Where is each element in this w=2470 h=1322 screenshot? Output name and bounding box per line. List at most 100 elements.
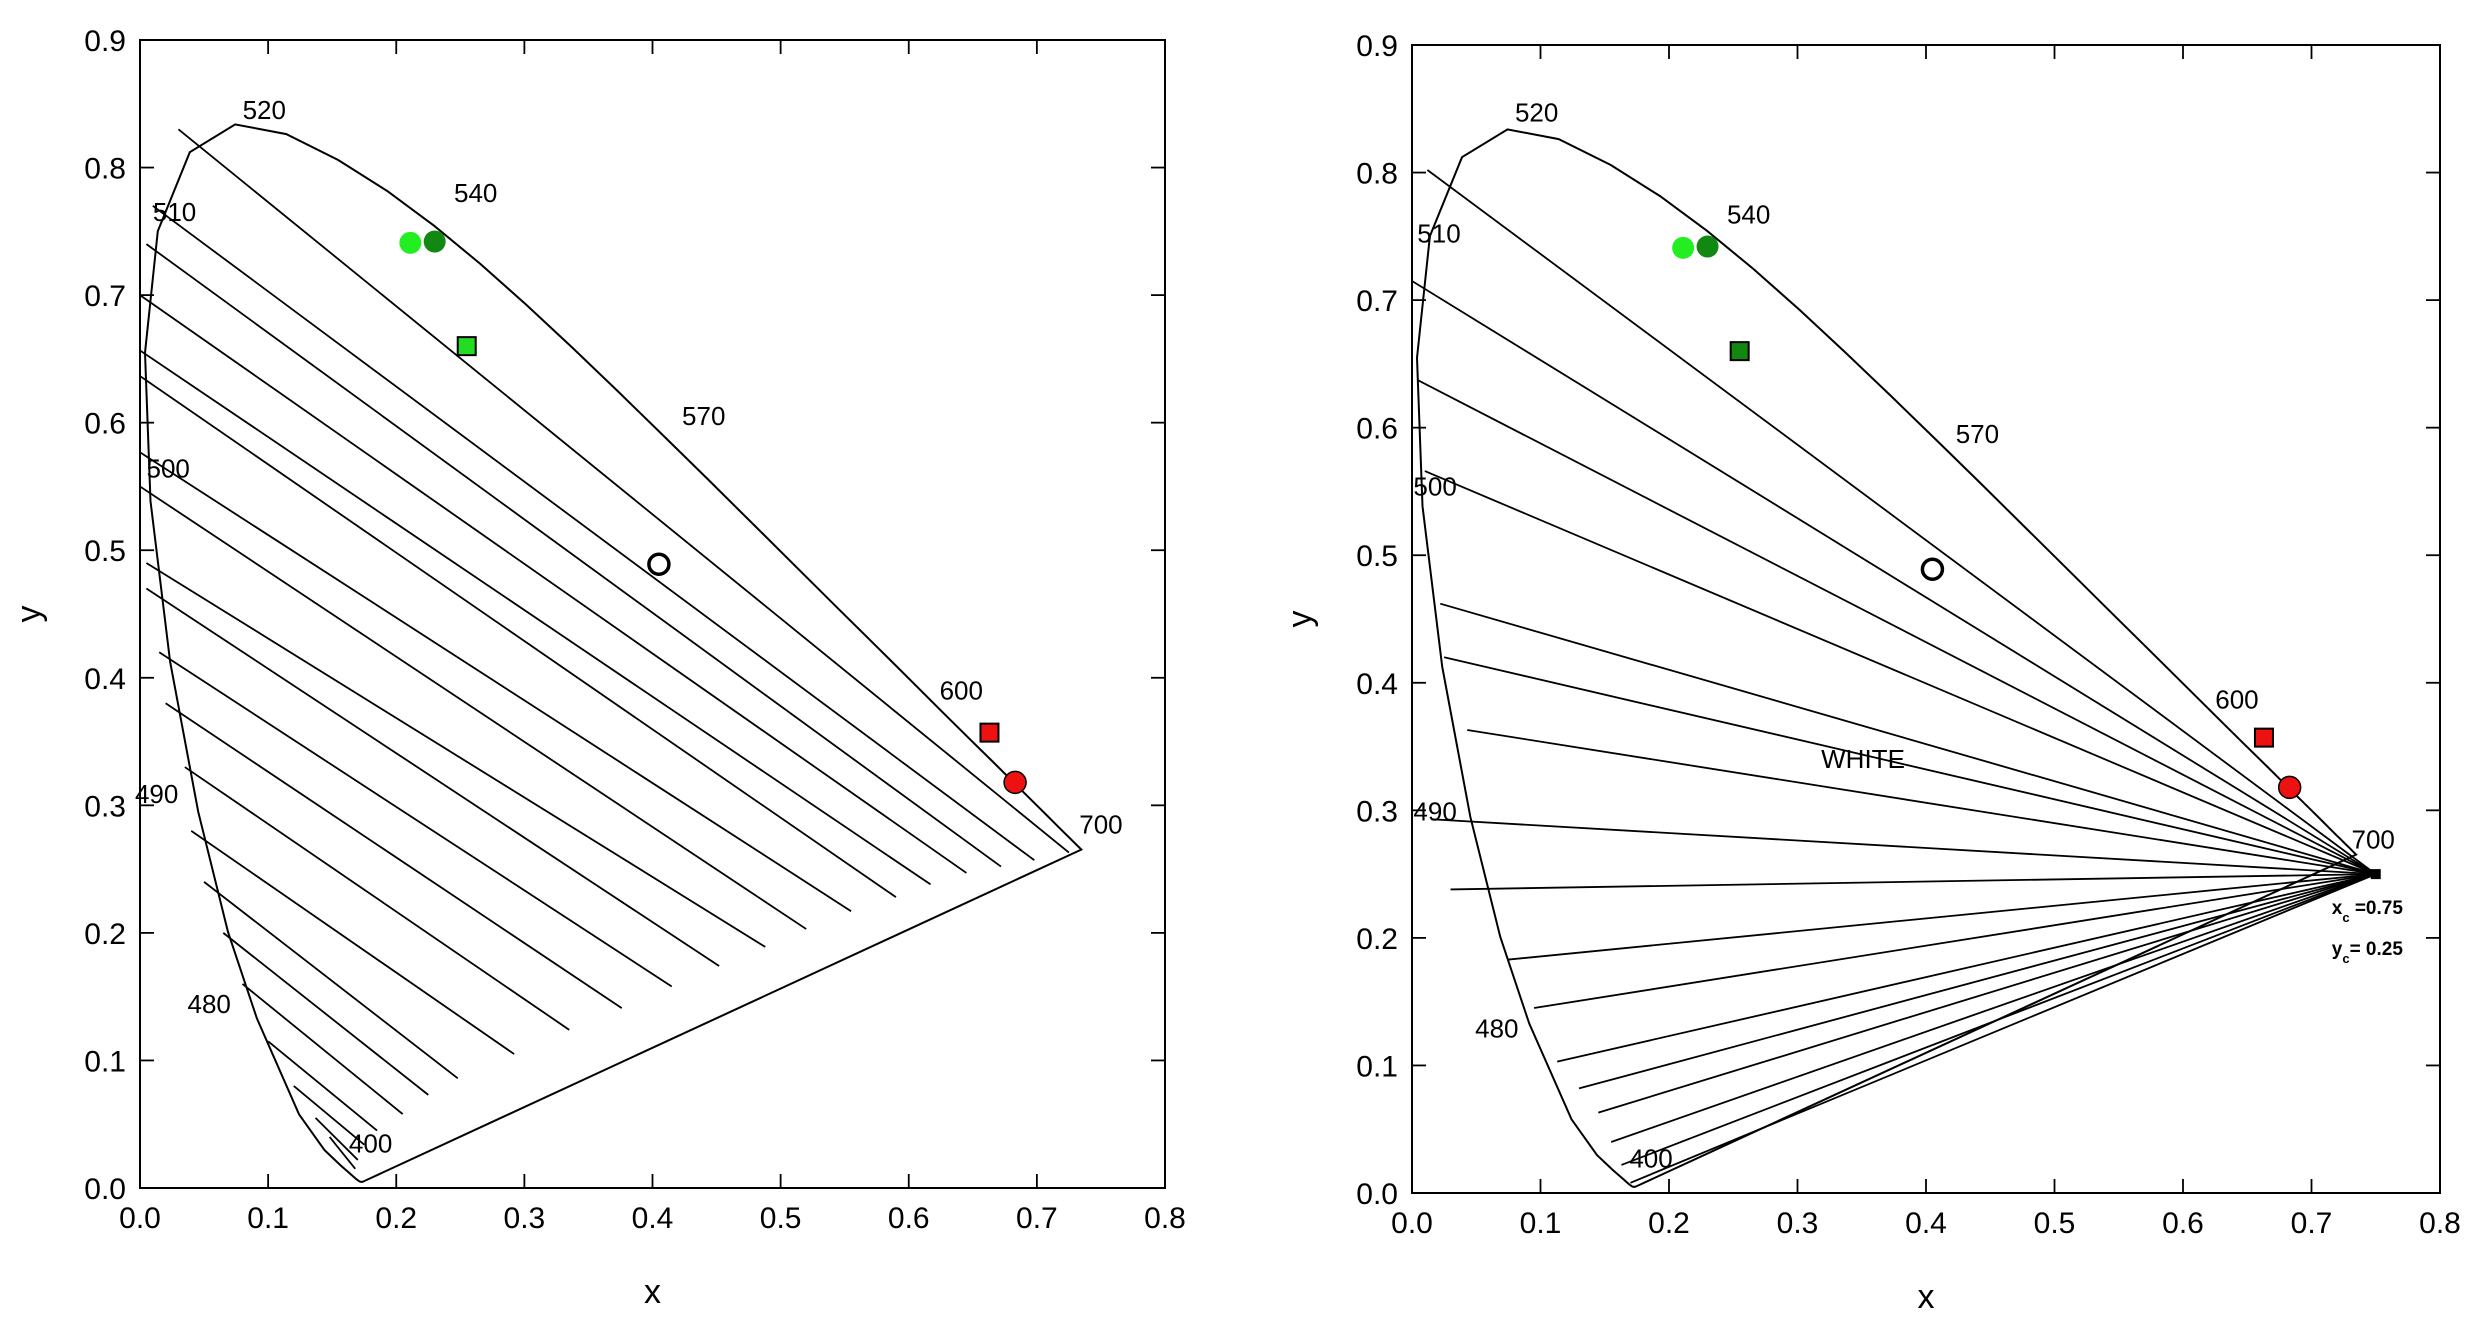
y-tick-label: 0.8 <box>1356 158 1398 191</box>
spectral-locus <box>143 123 1084 1183</box>
confusion-line <box>177 128 1070 854</box>
wavelength-label: 540 <box>1727 200 1770 230</box>
confusion-line <box>1578 873 2376 1090</box>
wavelength-label: 490 <box>135 779 178 809</box>
x-tick-label: 0.1 <box>1520 1207 1562 1240</box>
y-tick-label: 0.2 <box>84 918 126 951</box>
x-tick-label: 0.7 <box>1016 1202 1058 1235</box>
y-tick-label: 0.7 <box>84 280 126 313</box>
x-tick-label: 0.6 <box>2162 1207 2204 1240</box>
confusion-line <box>140 349 932 886</box>
open-circle-point <box>647 552 671 577</box>
wavelength-label: 480 <box>1475 1013 1518 1043</box>
confusion-line <box>190 830 515 1055</box>
confusion-line <box>314 1117 359 1161</box>
square-point <box>2253 727 2274 748</box>
confusion-line <box>1424 470 2377 875</box>
y-tick-label: 0.6 <box>84 408 126 441</box>
confusion-line <box>152 205 1035 861</box>
plot-frame <box>1411 44 2441 1194</box>
confusion-line <box>145 243 1002 868</box>
confusion-line <box>140 294 967 874</box>
wavelength-label: 510 <box>1417 219 1460 249</box>
x-tick-label: 0.4 <box>632 1202 674 1235</box>
convergence-x-label: xc =0.75 <box>2332 898 2404 925</box>
y-tick-label: 0.6 <box>1356 413 1398 446</box>
confusion-line <box>145 562 766 948</box>
open-circle-point <box>1920 557 1945 582</box>
x-tick-label: 0.3 <box>1777 1207 1819 1240</box>
y-tick-label: 0.2 <box>1356 923 1398 956</box>
y-tick-label: 0.9 <box>84 25 126 58</box>
wavelength-label: 520 <box>1515 98 1558 128</box>
wavelength-label: 400 <box>349 1128 392 1158</box>
confusion-line <box>328 1136 356 1170</box>
confusion-line <box>1467 729 2376 875</box>
x-tick-label: 0.0 <box>119 1202 161 1235</box>
right-chromaticity-chart: 0.0 0.1 0.2 0.3 0.4 0.5 0.6 0.7 0.8 0.0 0.1 0.2 0.3 0… <box>1281 30 2461 1316</box>
confusion-line <box>1598 873 2377 1114</box>
x-axis-title: x <box>1918 1278 1935 1316</box>
convergence-point <box>2370 869 2381 880</box>
confusion-line <box>1443 656 2376 875</box>
plot-content <box>140 123 1084 1183</box>
circle-point <box>2277 775 2302 800</box>
convergence-y-label: yc= 0.25 <box>2332 939 2404 966</box>
plot-content <box>1412 128 2377 1188</box>
confusion-line <box>1508 873 2376 961</box>
confusion-line <box>1412 280 2377 875</box>
wavelength-label: 700 <box>1079 809 1122 839</box>
confusion-line <box>1557 873 2376 1063</box>
confusion-line <box>1431 818 2376 876</box>
x-tick-label: 0.8 <box>1144 1202 1186 1235</box>
y-tick-label: 0.1 <box>84 1045 126 1078</box>
y-tick-label: 0.4 <box>84 663 126 696</box>
confusion-line <box>165 702 623 1009</box>
y-axis-title: y <box>10 606 48 623</box>
y-tick-label: 0.5 <box>1356 540 1398 573</box>
x-tick-label: 0.3 <box>504 1202 546 1235</box>
y-tick-label: 0.9 <box>1356 30 1398 63</box>
x-tick-label: 0.1 <box>247 1202 289 1235</box>
confusion-line <box>1533 873 2376 1009</box>
x-axis-title: x <box>644 1273 661 1311</box>
confusion-line <box>140 451 852 912</box>
circle-point <box>1672 236 1695 259</box>
confusion-line <box>140 374 897 898</box>
square-point <box>979 722 1000 743</box>
x-tick-label: 0.7 <box>2291 1207 2333 1240</box>
x-tick-label: 0.8 <box>2419 1207 2461 1240</box>
convergence-y-subscript: c <box>2342 951 2349 966</box>
convergence-x-subscript: c <box>2342 910 2349 925</box>
y-tick-label: 0.1 <box>1356 1050 1398 1083</box>
wavelength-label: 480 <box>187 989 230 1019</box>
convergence-x-value: =0.75 <box>2350 898 2404 919</box>
wavelength-label: 600 <box>940 675 983 705</box>
y-axis-title: y <box>1281 611 1319 628</box>
spectral-locus <box>1415 128 2358 1188</box>
x-tick-label: 0.2 <box>375 1202 417 1235</box>
confusion-line <box>293 1085 365 1146</box>
y-tick-label: 0.3 <box>84 790 126 823</box>
y-tick-label: 0.8 <box>84 153 126 186</box>
confusion-line <box>222 932 429 1096</box>
confusion-line <box>1610 873 2377 1143</box>
wavelength-label: 540 <box>454 178 497 208</box>
y-tick-label: 0.5 <box>84 535 126 568</box>
x-tick-label: 0.0 <box>1391 1207 1433 1240</box>
confusion-line <box>140 485 807 930</box>
y-tick-label: 0.3 <box>1356 795 1398 828</box>
confusion-line <box>241 983 404 1115</box>
y-tick-label: 0.7 <box>1356 285 1398 318</box>
wavelength-label: 600 <box>2215 684 2258 714</box>
convergence-y-value: = 0.25 <box>2350 939 2404 960</box>
confusion-line <box>267 1040 378 1132</box>
circle-point <box>399 231 422 254</box>
confusion-line <box>145 587 720 967</box>
circle-point <box>423 230 446 253</box>
square-point <box>456 336 477 357</box>
wavelength-label: 570 <box>682 401 725 431</box>
x-tick-label: 0.5 <box>760 1202 802 1235</box>
wavelength-label: 500 <box>1413 471 1456 501</box>
